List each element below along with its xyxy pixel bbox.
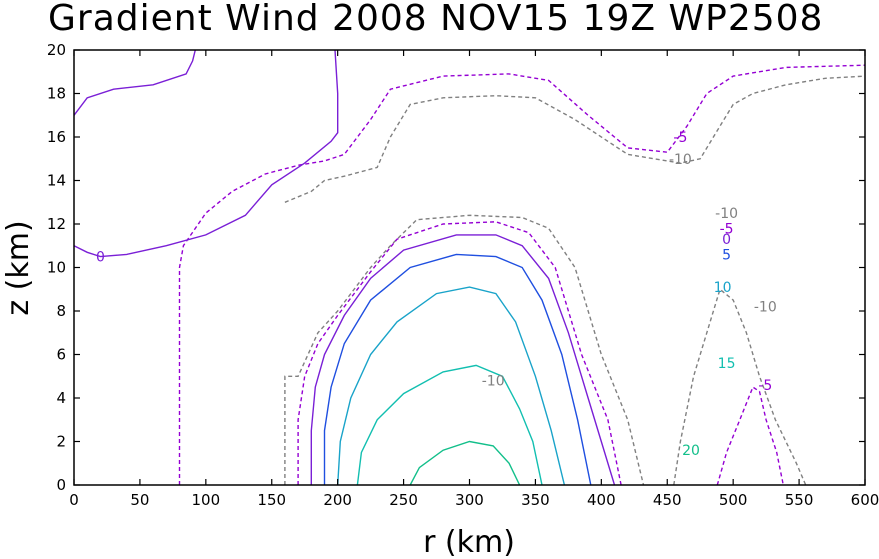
- contour-line-0: [74, 50, 196, 116]
- plot-frame: [73, 49, 866, 486]
- x-tick-label: 300: [455, 491, 484, 509]
- x-tick-label: 450: [653, 491, 682, 509]
- contour-label: 5: [722, 247, 731, 263]
- contour-label: -10: [669, 152, 692, 168]
- contour-line-neg5: [716, 386, 784, 485]
- contour-label: -10: [482, 374, 505, 390]
- y-tick-label: 18: [47, 85, 66, 103]
- contour-label: -5: [758, 378, 772, 394]
- contour-line-neg10: [284, 75, 865, 203]
- contour-label: -10: [715, 206, 738, 222]
- x-tick-label: 500: [719, 491, 748, 509]
- y-tick-label: 6: [56, 346, 66, 364]
- contour-line-15: [356, 364, 543, 485]
- contour-line-neg5: [178, 64, 865, 485]
- y-axis-label: z (km): [1, 220, 36, 315]
- y-tick-label: 16: [47, 128, 66, 146]
- contour-line-5: [323, 253, 592, 485]
- axis-ticks: 0 50 100 150 200 250 300 350 400 450 500 550 6000246…: [47, 41, 879, 509]
- contour-label: 15: [718, 356, 736, 372]
- chart-title: Gradient Wind 2008 NOV15 19Z WP2508: [48, 0, 823, 39]
- contour-label: -5: [673, 130, 687, 146]
- contour-line-neg10: [673, 288, 807, 485]
- contour-line-20: [409, 440, 521, 485]
- contour-line-neg5: [297, 221, 622, 485]
- contour-line-10: [337, 286, 566, 485]
- x-tick-label: 0: [69, 491, 79, 509]
- contour-label: 0: [722, 232, 731, 248]
- contour-label: 10: [714, 280, 732, 296]
- x-axis-label: r (km): [423, 525, 515, 559]
- contour-label: 0: [96, 250, 105, 266]
- x-tick-label: 100: [192, 491, 221, 509]
- y-tick-label: 8: [56, 302, 66, 320]
- y-tick-label: 20: [47, 41, 66, 59]
- y-tick-label: 2: [56, 433, 66, 451]
- y-tick-label: 12: [47, 215, 66, 233]
- contour-label: 20: [682, 443, 700, 459]
- x-tick-label: 550: [785, 491, 814, 509]
- y-tick-label: 4: [56, 389, 66, 407]
- x-tick-label: 150: [257, 491, 286, 509]
- x-tick-label: 250: [389, 491, 418, 509]
- contour-line-0: [74, 50, 339, 258]
- contour-label: -5: [720, 221, 734, 237]
- contour-lines: [74, 50, 865, 485]
- y-tick-label: 0: [56, 476, 66, 494]
- contour-line-neg10: [284, 214, 645, 485]
- x-tick-label: 600: [851, 491, 879, 509]
- y-tick-label: 14: [47, 172, 66, 190]
- x-tick-label: 400: [587, 491, 616, 509]
- contour-line-0: [310, 234, 616, 485]
- x-tick-label: 350: [521, 491, 550, 509]
- y-tick-label: 10: [47, 259, 66, 277]
- x-tick-label: 50: [130, 491, 149, 509]
- contour-label: -10: [754, 300, 777, 316]
- x-tick-label: 200: [323, 491, 352, 509]
